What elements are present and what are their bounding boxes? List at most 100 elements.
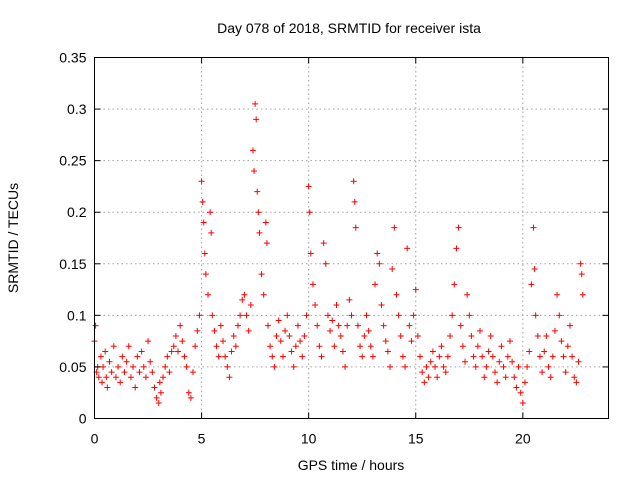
data-point bbox=[232, 343, 239, 350]
data-point bbox=[579, 291, 586, 298]
data-point bbox=[117, 379, 124, 386]
data-point bbox=[560, 353, 567, 360]
data-point bbox=[217, 322, 224, 329]
data-point bbox=[397, 332, 404, 339]
data-point bbox=[284, 312, 291, 319]
data-point bbox=[213, 343, 220, 350]
data-point bbox=[545, 363, 552, 370]
data-point bbox=[177, 322, 184, 329]
data-point bbox=[530, 224, 537, 231]
data-point bbox=[279, 353, 286, 360]
data-point bbox=[247, 302, 254, 309]
data-point bbox=[196, 312, 203, 319]
data-point bbox=[258, 271, 265, 278]
data-point bbox=[153, 394, 160, 401]
data-point bbox=[172, 332, 179, 339]
data-point bbox=[549, 353, 556, 360]
data-point bbox=[515, 363, 522, 370]
data-point bbox=[337, 332, 344, 339]
data-point bbox=[312, 302, 319, 309]
data-point bbox=[156, 379, 163, 386]
data-point bbox=[292, 343, 299, 350]
data-point bbox=[303, 312, 310, 319]
data-point bbox=[423, 363, 430, 370]
data-point bbox=[157, 389, 164, 396]
data-points bbox=[91, 100, 586, 407]
data-point bbox=[472, 363, 479, 370]
data-point bbox=[220, 338, 226, 345]
data-point bbox=[194, 327, 201, 334]
data-point bbox=[524, 363, 531, 370]
y-tick-label: 0.35 bbox=[59, 50, 86, 66]
data-point bbox=[451, 281, 458, 288]
data-point bbox=[288, 348, 295, 355]
data-point bbox=[269, 353, 276, 360]
data-point bbox=[453, 245, 460, 252]
data-point bbox=[273, 332, 280, 339]
data-point bbox=[500, 363, 507, 370]
data-point bbox=[168, 348, 175, 355]
data-point bbox=[252, 100, 259, 107]
data-point bbox=[316, 343, 323, 350]
data-point bbox=[440, 363, 447, 370]
data-point bbox=[318, 353, 325, 360]
data-point bbox=[255, 209, 262, 216]
data-point bbox=[494, 379, 501, 386]
data-point bbox=[320, 240, 327, 247]
data-point bbox=[290, 363, 297, 370]
data-point bbox=[138, 348, 145, 355]
data-point bbox=[115, 363, 122, 370]
data-point bbox=[359, 353, 366, 360]
data-point bbox=[245, 327, 252, 334]
x-tick-label: 0 bbox=[91, 431, 99, 447]
data-point bbox=[98, 379, 105, 386]
data-point bbox=[506, 338, 513, 345]
data-point bbox=[566, 322, 573, 329]
data-point bbox=[149, 369, 156, 376]
data-point bbox=[110, 343, 117, 350]
data-point bbox=[365, 327, 372, 334]
data-point bbox=[160, 374, 167, 381]
y-tick-label: 0.25 bbox=[59, 153, 86, 169]
data-point bbox=[103, 374, 110, 381]
data-point bbox=[185, 389, 192, 396]
data-point bbox=[333, 302, 340, 309]
data-point bbox=[462, 358, 469, 365]
data-point bbox=[531, 265, 538, 272]
data-point bbox=[393, 291, 400, 298]
data-point bbox=[541, 348, 548, 355]
data-point bbox=[123, 358, 130, 365]
y-tick-label: 0.15 bbox=[59, 256, 86, 272]
data-point bbox=[363, 312, 370, 319]
y-tick-label: 0.1 bbox=[67, 307, 87, 323]
data-point bbox=[155, 400, 162, 407]
data-point bbox=[354, 322, 361, 329]
data-point bbox=[251, 167, 258, 174]
data-point bbox=[419, 369, 426, 376]
data-point bbox=[382, 338, 389, 345]
data-point bbox=[402, 363, 409, 370]
data-point bbox=[378, 302, 385, 309]
data-point bbox=[380, 322, 387, 329]
data-point bbox=[205, 291, 212, 298]
data-point bbox=[314, 322, 321, 329]
data-point bbox=[491, 369, 498, 376]
y-tick-label: 0.05 bbox=[59, 359, 86, 375]
data-point bbox=[282, 327, 289, 334]
data-point bbox=[387, 363, 394, 370]
data-point bbox=[262, 219, 269, 226]
data-point bbox=[170, 343, 177, 350]
data-point bbox=[226, 374, 233, 381]
data-point bbox=[112, 374, 119, 381]
data-point bbox=[324, 312, 331, 319]
data-point bbox=[230, 332, 237, 339]
data-point bbox=[151, 384, 158, 391]
x-tick-label: 10 bbox=[301, 431, 317, 447]
data-point bbox=[564, 343, 571, 350]
axes: 0 0.05 0.1 0.15 0.2 0.25 0.3 0.35 0 5 10 15 20 bbox=[59, 50, 609, 447]
data-point bbox=[267, 343, 274, 350]
data-point bbox=[369, 353, 376, 360]
data-point bbox=[241, 291, 248, 298]
data-point bbox=[449, 312, 456, 319]
